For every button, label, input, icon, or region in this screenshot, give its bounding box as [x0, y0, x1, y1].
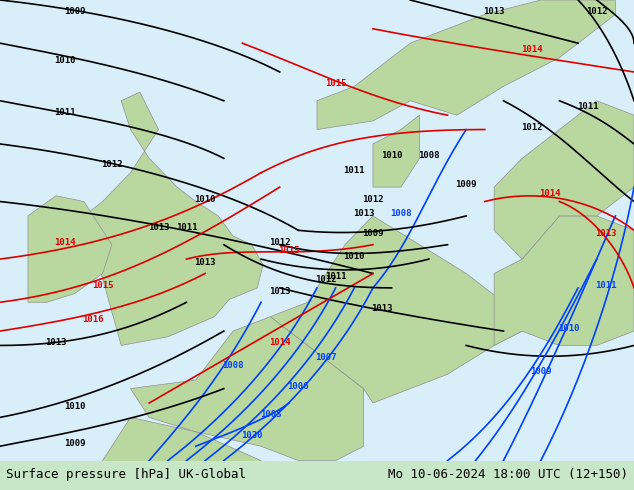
Text: 1010: 1010: [64, 402, 86, 411]
Text: 1011: 1011: [577, 102, 598, 111]
Text: 1012: 1012: [362, 195, 384, 203]
Text: 1015: 1015: [92, 281, 113, 290]
Text: 1015: 1015: [325, 79, 346, 88]
Text: 1016: 1016: [82, 316, 104, 324]
Polygon shape: [494, 101, 634, 259]
Polygon shape: [28, 196, 112, 302]
Text: 1011: 1011: [595, 281, 617, 290]
Text: 1012: 1012: [316, 275, 337, 284]
Text: 1010: 1010: [558, 324, 579, 333]
Text: 1013: 1013: [195, 258, 216, 267]
Text: 1014: 1014: [269, 339, 290, 347]
Polygon shape: [494, 216, 634, 345]
Text: 1013: 1013: [595, 229, 617, 238]
Polygon shape: [93, 417, 289, 490]
Text: 1005: 1005: [260, 411, 281, 419]
Text: 1011: 1011: [325, 272, 346, 281]
Text: 1013: 1013: [353, 209, 374, 218]
Text: 1007: 1007: [316, 353, 337, 362]
Text: 1013: 1013: [269, 287, 290, 295]
Text: 1013: 1013: [148, 223, 169, 232]
Text: 1010: 1010: [344, 252, 365, 261]
Text: 1009: 1009: [362, 229, 384, 238]
Text: 1008: 1008: [223, 362, 244, 370]
Text: 1011: 1011: [176, 223, 197, 232]
Text: 1011: 1011: [344, 166, 365, 175]
Text: 1014: 1014: [55, 238, 76, 246]
Text: Surface pressure [hPa] UK-Global: Surface pressure [hPa] UK-Global: [6, 467, 247, 481]
Polygon shape: [373, 115, 420, 187]
Text: 1009: 1009: [455, 180, 477, 189]
Text: 1010: 1010: [195, 195, 216, 203]
Text: 1010: 1010: [381, 151, 403, 160]
Text: 1011: 1011: [55, 108, 76, 117]
Text: 1008: 1008: [390, 209, 411, 218]
Text: 1014: 1014: [521, 45, 542, 54]
Text: 1009: 1009: [64, 7, 86, 16]
Text: 1012: 1012: [101, 160, 122, 169]
Text: 1009: 1009: [530, 367, 552, 376]
Text: Mo 10-06-2024 18:00 UTC (12+150): Mo 10-06-2024 18:00 UTC (12+150): [387, 467, 628, 481]
Text: 1014: 1014: [540, 189, 561, 198]
Text: 1009: 1009: [64, 439, 86, 448]
Text: 1013: 1013: [372, 304, 393, 313]
Polygon shape: [317, 0, 616, 129]
Text: 1013: 1013: [45, 339, 67, 347]
Text: 1010: 1010: [55, 56, 76, 65]
Text: 1012: 1012: [586, 7, 607, 16]
Text: 1012: 1012: [521, 122, 542, 131]
Text: 1008: 1008: [418, 151, 439, 160]
Text: 1030: 1030: [241, 431, 262, 440]
Polygon shape: [270, 216, 522, 403]
Polygon shape: [84, 92, 263, 345]
Polygon shape: [131, 317, 364, 461]
Text: 1012: 1012: [269, 238, 290, 246]
Text: 1015: 1015: [278, 246, 300, 255]
Text: 1006: 1006: [288, 382, 309, 391]
Text: 1013: 1013: [483, 7, 505, 16]
